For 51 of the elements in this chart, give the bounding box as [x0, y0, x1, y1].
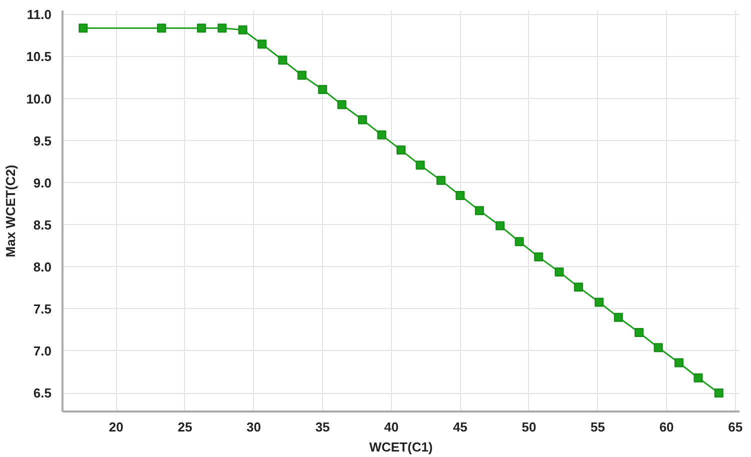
- point: [157, 24, 166, 33]
- point: [218, 24, 227, 33]
- point: [496, 221, 505, 230]
- point: [377, 130, 386, 140]
- y-tick-label: 9.0: [33, 175, 52, 190]
- x-axis-title: WCET(C1): [369, 440, 433, 454]
- point: [474, 206, 484, 216]
- y-tick-label: 7.5: [33, 301, 52, 316]
- y-tick-label: 9.5: [33, 133, 52, 148]
- x-tick-label: 45: [452, 420, 468, 434]
- point: [416, 160, 425, 170]
- point: [297, 70, 306, 80]
- x-tick-label: 40: [384, 420, 399, 434]
- x-tick-label: 30: [246, 420, 262, 434]
- point: [714, 388, 724, 398]
- x-tick-label: 35: [315, 420, 330, 434]
- point: [396, 146, 406, 155]
- y-tick-label: 11.0: [26, 7, 52, 22]
- point: [574, 282, 584, 292]
- point: [554, 267, 564, 276]
- x-tick-label: 55: [590, 420, 606, 434]
- y-tick-label: 7.0: [33, 343, 52, 358]
- x-tick-label: 20: [108, 420, 124, 434]
- point: [278, 56, 288, 65]
- x-tick-label: 50: [522, 420, 536, 434]
- point: [614, 312, 623, 322]
- point: [634, 328, 644, 337]
- x-tick-label: 25: [178, 420, 192, 434]
- point: [594, 298, 604, 307]
- point: [337, 100, 346, 110]
- point: [674, 358, 684, 368]
- point: [534, 252, 544, 262]
- point: [456, 190, 465, 200]
- point: [654, 343, 663, 352]
- y-tick-label: 8.5: [33, 217, 52, 232]
- x-tick-label: 65: [728, 420, 743, 434]
- point: [358, 115, 367, 124]
- y-axis-title: Max WCET(C2): [3, 164, 18, 258]
- point: [436, 176, 446, 185]
- y-tick-label: 10.0: [26, 91, 52, 106]
- y-tick-label: 6.5: [33, 386, 52, 401]
- point: [258, 40, 267, 49]
- x-tick-label: 60: [659, 420, 674, 434]
- point: [318, 85, 328, 94]
- point: [514, 237, 524, 246]
- point: [238, 25, 248, 34]
- point: [196, 24, 206, 33]
- y-tick-label: 8.0: [33, 259, 52, 274]
- point: [78, 24, 88, 33]
- point: [694, 373, 703, 382]
- y-tick-label: 10.5: [26, 49, 52, 64]
